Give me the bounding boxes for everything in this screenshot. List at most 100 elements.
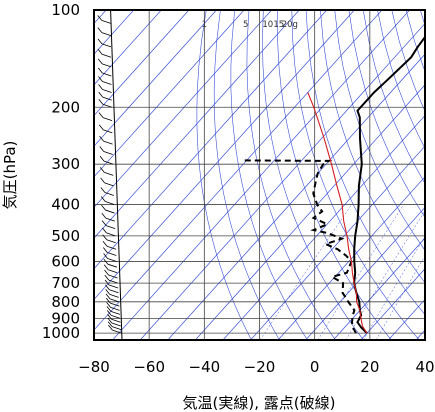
x-tick-label: 40 bbox=[415, 358, 434, 376]
wind-barb-feather bbox=[107, 317, 113, 324]
wind-barb-feather bbox=[106, 310, 112, 316]
y-tick-label: 300 bbox=[51, 155, 80, 173]
isotherm bbox=[250, 145, 425, 340]
wind-barb-feather bbox=[101, 220, 107, 226]
dry-adiabat bbox=[246, 10, 336, 340]
wind-barb-feather bbox=[102, 241, 108, 247]
wind-barb-feather bbox=[106, 302, 111, 308]
x-tick-label: −80 bbox=[78, 358, 110, 376]
wind-barb bbox=[102, 89, 112, 93]
wind-barb bbox=[108, 284, 119, 289]
wind-barb bbox=[102, 96, 112, 101]
wind-barb-feather bbox=[101, 204, 106, 211]
wind-barb-feather bbox=[99, 155, 105, 162]
isotherm bbox=[94, 10, 272, 208]
wind-barb bbox=[111, 326, 122, 330]
isotherm bbox=[94, 10, 245, 178]
wind-barb-feather bbox=[105, 284, 110, 291]
x-tick-label: 20 bbox=[360, 358, 379, 376]
wind-barb bbox=[110, 306, 120, 311]
wind-barb bbox=[111, 314, 121, 319]
wind-barb bbox=[109, 298, 120, 303]
y-tick-label: 100 bbox=[51, 1, 80, 19]
wind-barb bbox=[105, 201, 115, 205]
x-axis: −80 −60 −40 −20 0 20 40 bbox=[78, 358, 434, 376]
wind-barb-feather bbox=[104, 269, 109, 276]
x-tick-label: −60 bbox=[133, 358, 165, 376]
wind-barb bbox=[103, 129, 113, 134]
wind-barb-feather bbox=[105, 289, 111, 295]
wind-barb bbox=[109, 289, 119, 294]
wind-barb bbox=[110, 311, 121, 315]
isotherm bbox=[167, 53, 425, 340]
wind-barb-feather bbox=[97, 58, 103, 65]
wind-barb-feather bbox=[99, 167, 105, 173]
wind-barb-staff bbox=[110, 10, 123, 340]
dry-adiabat bbox=[230, 10, 308, 340]
wind-barb-feather bbox=[97, 27, 103, 33]
mixing-ratio-line bbox=[317, 204, 404, 340]
wind-barb bbox=[101, 19, 111, 24]
mixing-ratio-label: 10 bbox=[262, 20, 273, 30]
isotherm bbox=[94, 10, 217, 147]
x-tick-label: −20 bbox=[244, 358, 276, 376]
isotherm bbox=[94, 10, 300, 239]
wind-barb-feather bbox=[99, 146, 105, 152]
wind-barb-feather bbox=[100, 196, 106, 202]
wind-barb bbox=[101, 53, 112, 58]
wind-barb-feather bbox=[104, 274, 110, 281]
wind-barb-feather bbox=[102, 247, 108, 253]
pressure-gridlines bbox=[93, 9, 426, 340]
wind-barb bbox=[106, 239, 116, 244]
x-axis-label: 気温(実線), 露点(破線) bbox=[183, 394, 336, 412]
isotherm bbox=[94, 10, 383, 331]
isotherm bbox=[94, 10, 355, 300]
dry-adiabat bbox=[277, 10, 392, 340]
dry-adiabat bbox=[213, 10, 280, 340]
isotherm bbox=[332, 237, 425, 340]
wind-barb bbox=[105, 217, 115, 222]
wind-barb-feather bbox=[98, 84, 103, 90]
wind-barb bbox=[107, 258, 117, 262]
wind-barbs bbox=[97, 10, 123, 340]
wind-barb-feather bbox=[98, 124, 104, 131]
wind-barb bbox=[110, 302, 120, 307]
wind-barb-feather bbox=[105, 297, 111, 304]
wind-barb bbox=[102, 81, 112, 85]
dry-adiabat bbox=[320, 10, 425, 284]
wind-barb bbox=[102, 103, 112, 108]
wind-barb-feather bbox=[108, 324, 113, 331]
isotherm bbox=[139, 22, 425, 340]
dry-adiabat bbox=[420, 10, 425, 27]
mixing-ratio-line bbox=[375, 255, 425, 340]
isotherm bbox=[222, 114, 425, 340]
x-tick-label: 0 bbox=[310, 358, 320, 376]
wind-barb-feather bbox=[100, 177, 105, 184]
wind-barb-feather bbox=[102, 227, 107, 234]
wind-barb-feather bbox=[107, 321, 113, 327]
mixing-ratio-line bbox=[345, 210, 425, 340]
wind-barb bbox=[105, 225, 116, 230]
mixing-ratio-label: 15 bbox=[273, 20, 284, 30]
dry-adiabat bbox=[391, 10, 425, 112]
isotherm bbox=[94, 10, 162, 86]
y-tick-label: 700 bbox=[51, 274, 80, 292]
isotherm bbox=[360, 268, 425, 340]
wind-barb-feather bbox=[98, 112, 104, 118]
y-tick-label: 900 bbox=[51, 309, 80, 327]
series-layer bbox=[241, 35, 425, 334]
wind-barb-feather bbox=[98, 99, 104, 105]
wind-barb-feather bbox=[97, 38, 103, 45]
wind-barb-feather bbox=[97, 15, 103, 21]
wind-barb-feather bbox=[103, 264, 109, 270]
mixing-ratio-line bbox=[363, 235, 425, 340]
wind-barb bbox=[102, 72, 112, 77]
wind-barb bbox=[101, 43, 112, 48]
wind-barb bbox=[104, 182, 114, 187]
y-tick-label: 1000 bbox=[42, 324, 80, 342]
y-tick-label: 800 bbox=[51, 293, 80, 311]
y-axis-label: 気圧(hPa) bbox=[1, 141, 19, 210]
wind-barb-feather bbox=[101, 212, 107, 219]
